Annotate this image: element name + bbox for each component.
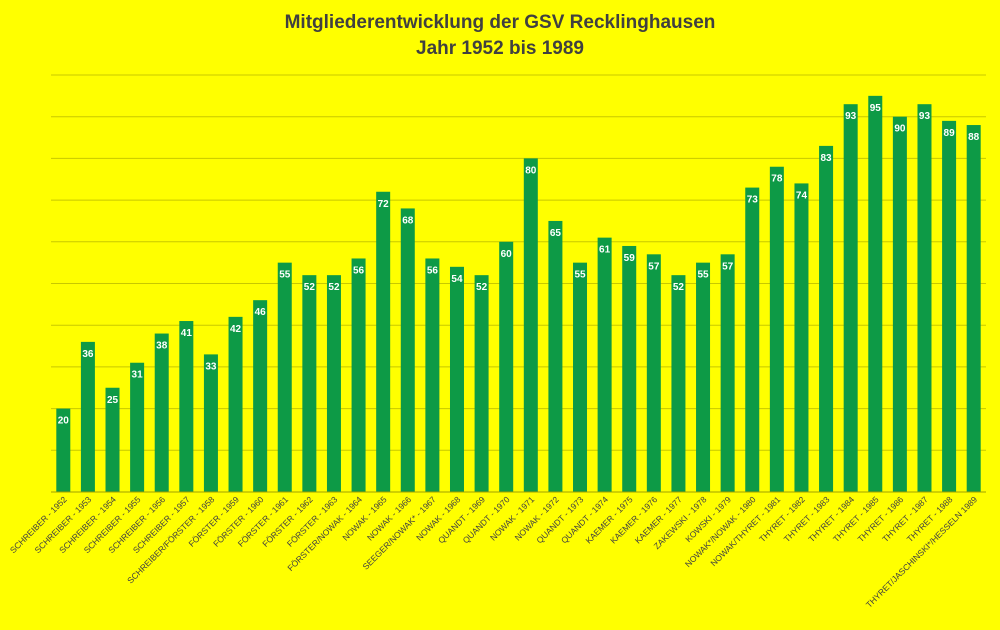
bar-value-label: 25 [107,395,119,406]
bar-value-label: 74 [796,190,808,201]
bar [351,258,366,492]
bar [179,321,194,492]
bar [203,354,218,492]
bar [277,262,292,492]
bar-value-label: 42 [230,324,242,335]
bar-value-label: 38 [156,341,168,352]
bar-value-label: 93 [919,111,931,122]
bar-value-label: 55 [574,270,586,281]
bar [794,183,809,493]
bar-value-label: 68 [402,215,414,226]
chart-subtitle: Jahr 1952 bis 1989 [416,38,584,59]
bar-value-label: 52 [328,282,340,293]
bar [843,104,858,492]
bar [425,258,440,492]
bar [80,341,95,492]
bar [326,275,341,492]
bar-value-label: 88 [968,132,980,143]
bar [228,316,243,492]
bar-value-label: 36 [82,349,94,360]
bar [819,145,834,492]
bar-value-label: 80 [525,165,537,176]
bar-value-label: 78 [771,174,783,185]
bar-value-label: 33 [205,361,217,372]
bar-value-label: 46 [255,307,267,318]
bar-value-label: 60 [501,249,513,260]
bar [105,387,120,492]
bar-value-label: 52 [673,282,685,293]
bar-value-label: 90 [894,124,906,135]
bar-value-label: 73 [747,195,759,206]
bar-value-label: 89 [944,128,956,139]
bar-value-label: 65 [550,228,562,239]
bar [56,408,71,492]
bar-value-label: 31 [132,370,144,381]
bar [523,158,538,492]
bar-value-label: 83 [821,153,833,164]
bar [573,262,588,492]
value-labels: 20 36 25 31 38 41 33 42 46 55 52 52 56 72 68 56 54 52 60 80… [58,103,980,427]
bar [548,220,563,492]
bar [130,362,145,492]
bar [253,300,268,492]
bar-value-label: 56 [353,265,365,276]
bar [597,237,612,492]
bar-value-label: 61 [599,245,611,256]
bar-value-label: 55 [279,270,291,281]
bar-value-label: 93 [845,111,857,122]
bar [376,191,391,492]
bar [696,262,711,492]
bar [917,104,932,492]
bar-value-label: 95 [870,103,882,114]
bar [154,333,169,492]
bar [769,166,784,493]
bar [400,208,415,492]
bar [892,116,907,492]
bar-value-label: 54 [451,274,463,285]
bar [942,120,957,493]
bar [745,187,760,492]
bar [499,241,514,492]
chart-title: Mitgliederentwicklung der GSV Recklingha… [284,12,716,33]
bar-value-label: 52 [476,282,488,293]
bar [449,266,464,492]
bar-value-label: 20 [58,416,70,427]
bar [868,95,883,492]
bar [671,275,686,492]
bar [302,275,317,492]
bar-value-label: 41 [181,328,193,339]
bars [56,95,981,493]
bar-value-label: 57 [648,261,660,272]
bar [622,245,637,492]
bar-value-label: 59 [624,253,636,264]
bar-value-label: 52 [304,282,316,293]
bar [474,275,489,492]
bar-value-label: 56 [427,265,439,276]
bar [720,254,735,492]
bar-value-label: 72 [378,199,390,210]
bar [646,254,661,492]
bar [966,125,981,492]
bar-value-label: 55 [697,270,709,281]
bar-value-label: 57 [722,261,734,272]
